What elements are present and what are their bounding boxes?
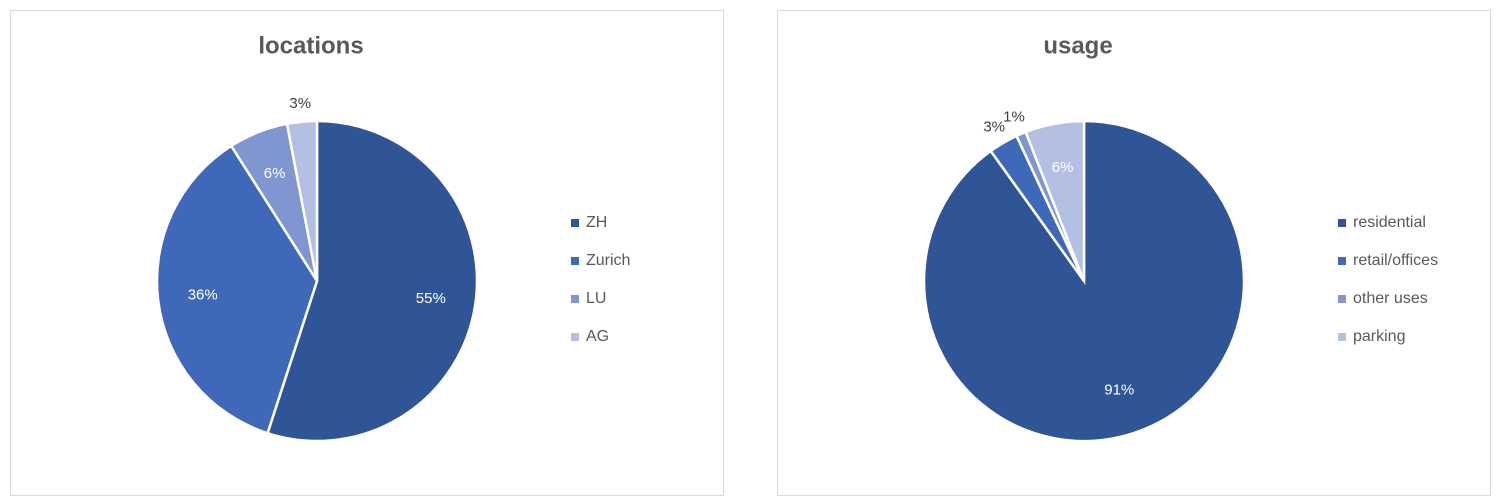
legend-swatch <box>571 219 579 227</box>
data-label: 36% <box>188 286 218 303</box>
chart-title: usage <box>1043 32 1112 59</box>
legend-entry: Zurich <box>586 252 630 269</box>
data-label: 3% <box>289 95 311 112</box>
pie-slice <box>1024 119 1086 282</box>
data-label: 6% <box>1052 159 1074 176</box>
legend-swatch <box>571 257 579 265</box>
legend-swatch <box>571 333 579 341</box>
legend-entry: ZH <box>586 214 607 231</box>
legend-entry: retail/offices <box>1353 252 1438 269</box>
legend-swatch <box>1338 219 1346 227</box>
data-label: 55% <box>416 290 446 307</box>
legend-swatch <box>1338 295 1346 303</box>
legend-entry: AG <box>586 328 609 345</box>
legend-entry: parking <box>1353 328 1405 345</box>
legend-entry: other uses <box>1353 290 1428 307</box>
legend-entry: residential <box>1353 214 1426 231</box>
pie-slice <box>265 119 479 443</box>
data-label: 1% <box>1003 108 1025 125</box>
legend-swatch <box>1338 257 1346 265</box>
legend-swatch <box>571 295 579 303</box>
data-label: 91% <box>1104 382 1134 399</box>
legend-swatch <box>1338 333 1346 341</box>
chart-panel: usage 91% 3%1% 6% residential retail/offices o… <box>777 10 1491 496</box>
chart-panel: locations 55% 36% 6% 3% ZH Zurich LU AG <box>10 10 724 496</box>
legend-entry: LU <box>586 290 606 307</box>
data-label: 6% <box>264 165 286 182</box>
chart-title: locations <box>258 32 363 59</box>
pie-slice <box>285 119 319 282</box>
pie-slice <box>155 144 319 435</box>
data-label: 3% <box>983 118 1005 135</box>
